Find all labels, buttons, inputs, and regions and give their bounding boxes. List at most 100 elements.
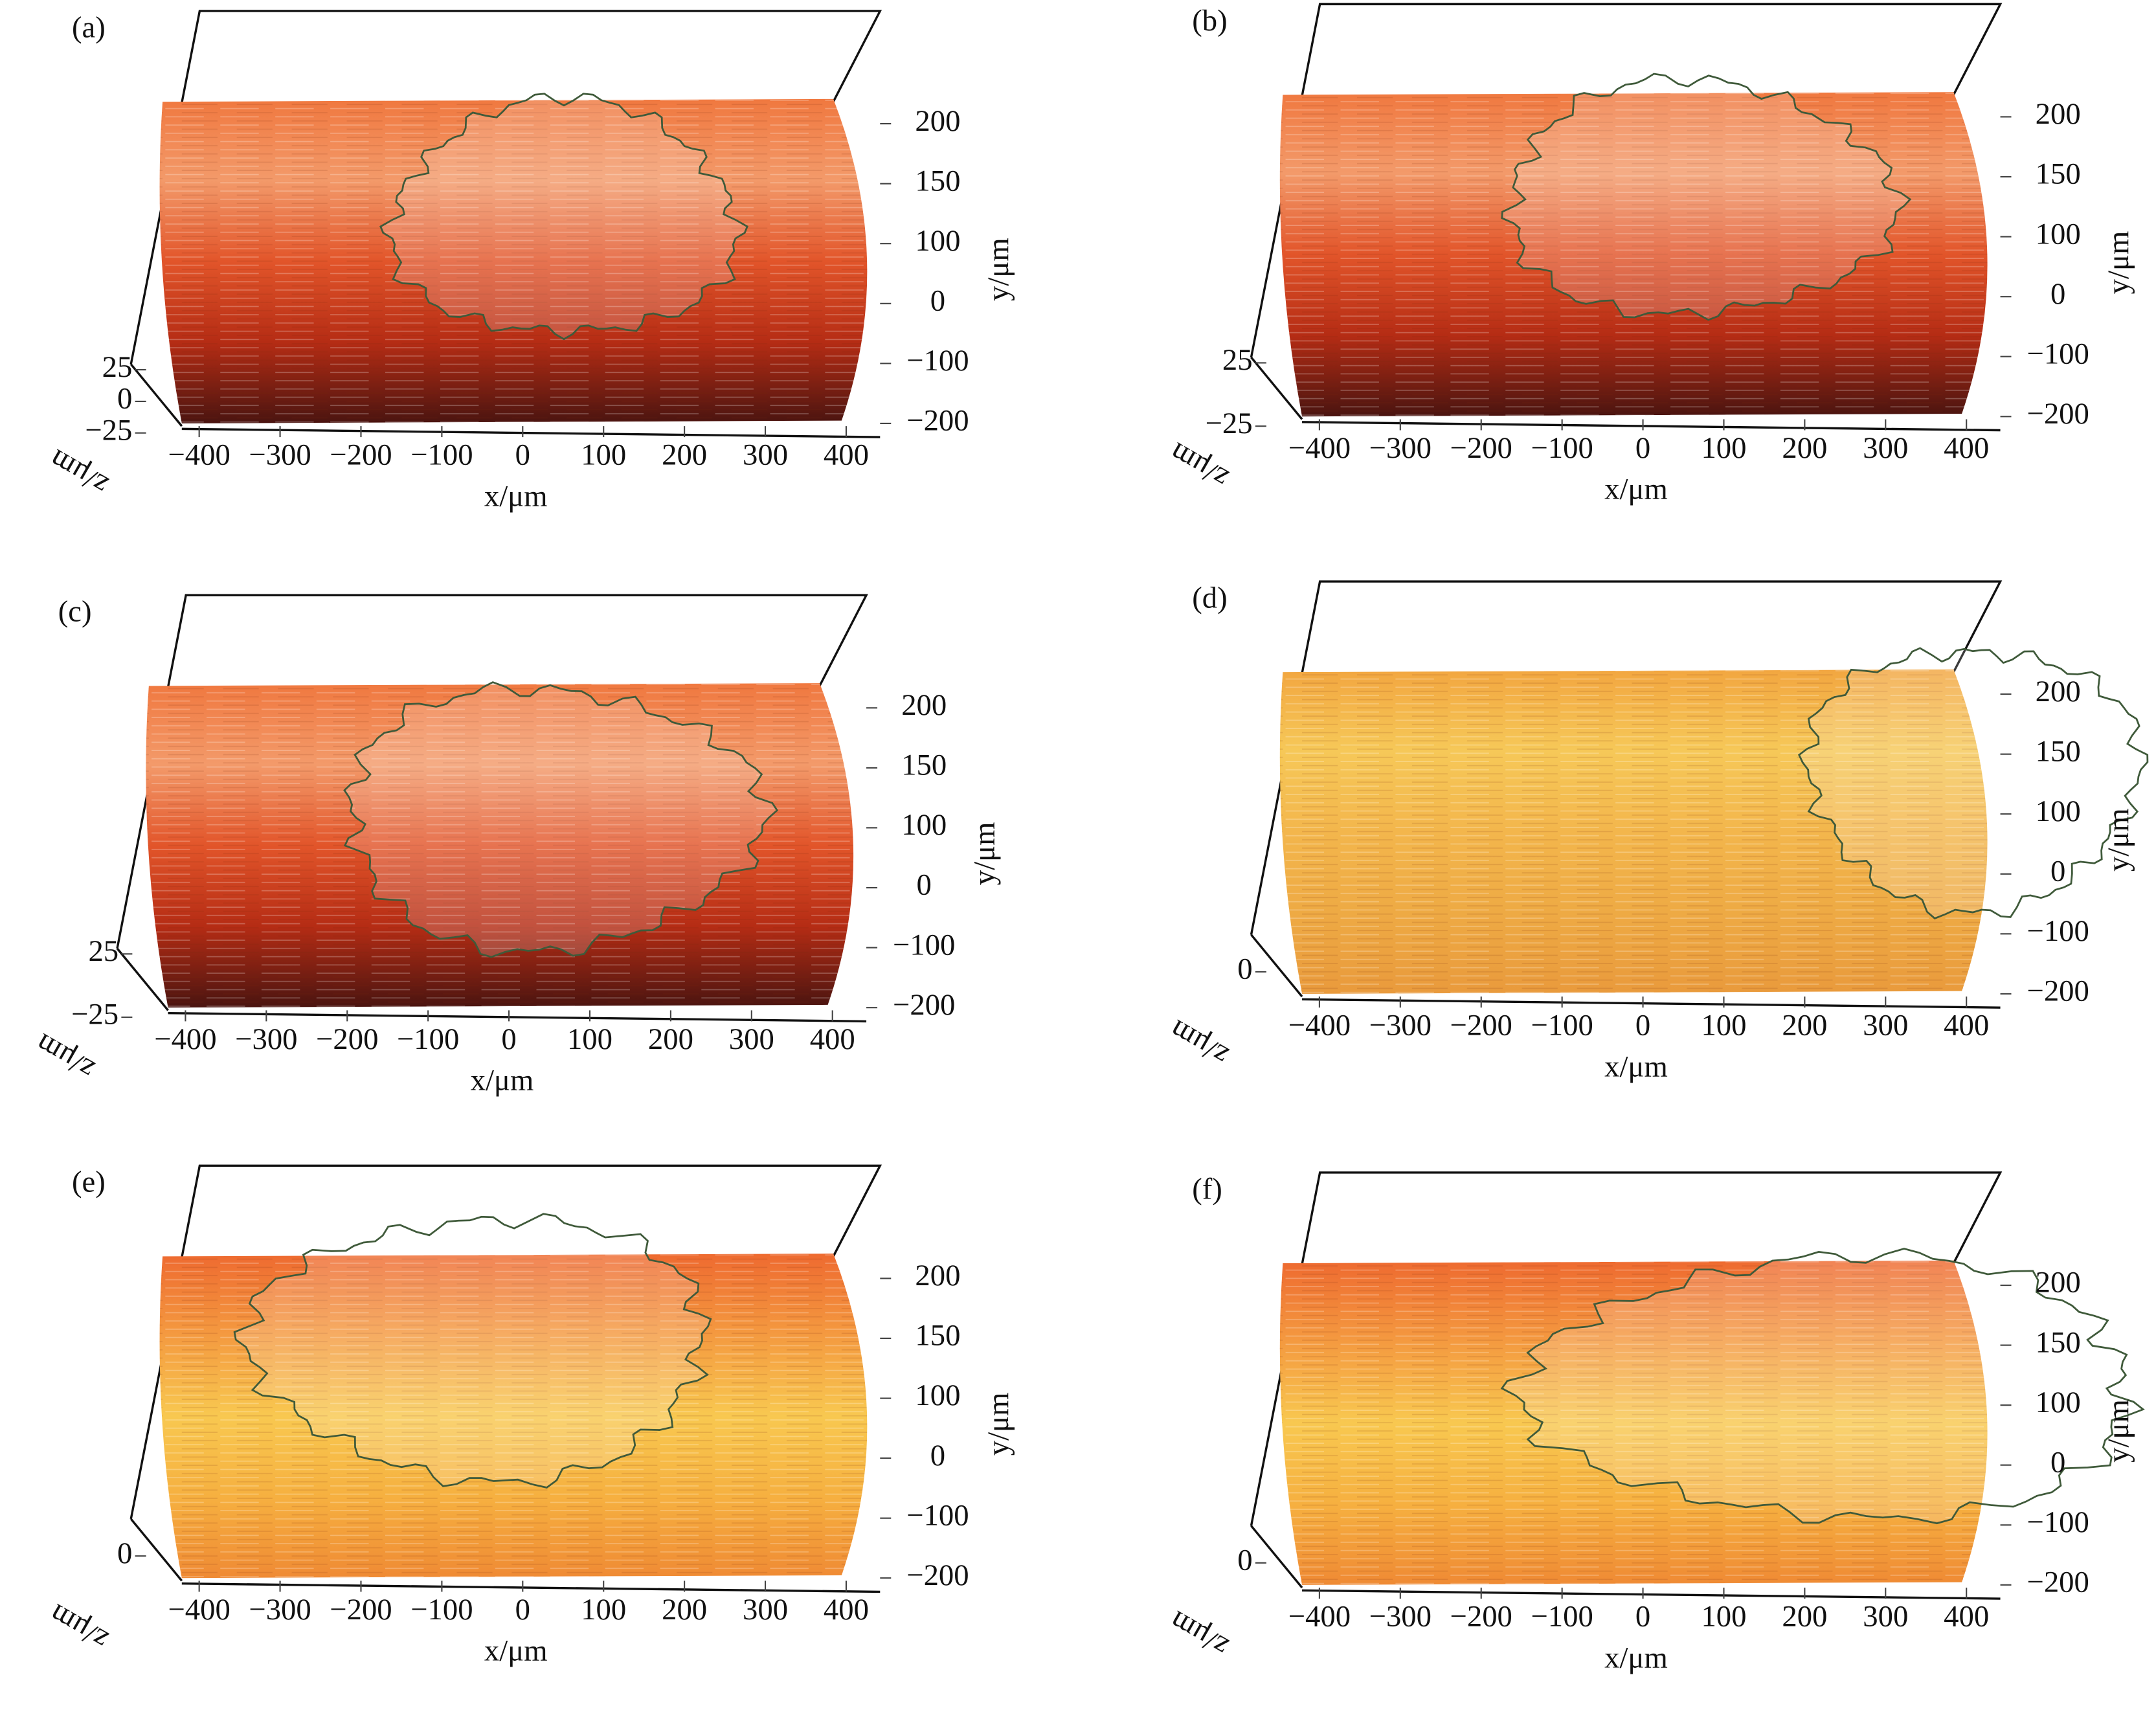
x-tick-label: −300: [235, 1022, 297, 1056]
panel-label: (b): [1192, 4, 1227, 38]
z-tick-label: −25: [85, 413, 132, 447]
panel: −400 −300 −200 −100 0 100 200 300 4002001501000−…: [1164, 580, 2149, 1083]
surface-texture: [1279, 1260, 1988, 1585]
x-tick-label: 300: [1863, 1009, 1908, 1042]
x-tick-label: −100: [1531, 1009, 1593, 1042]
z-axis-title: z/μm: [43, 1597, 113, 1658]
surface-texture: [146, 683, 854, 1008]
z-tick-label: −25: [1206, 407, 1253, 440]
y-axis-title: y/μm: [2102, 231, 2135, 295]
z-tick-label: 25: [102, 350, 133, 384]
x-tick-label: 200: [648, 1022, 693, 1056]
y-tick-label: −200: [906, 1558, 969, 1592]
x-tick-label: −400: [1288, 1009, 1351, 1042]
y-tick-label: 0: [930, 284, 945, 317]
y-tick-label: −100: [2027, 914, 2089, 948]
z-tick-label: 0: [1237, 1544, 1252, 1577]
surface-texture: [159, 98, 868, 423]
x-tick-label: −200: [316, 1022, 378, 1056]
x-tick-label: 0: [1635, 1600, 1650, 1634]
x-axis-title: x/μm: [1604, 473, 1668, 506]
z-axis-title: z/μm: [1164, 1013, 1234, 1074]
x-tick-label: −400: [168, 438, 230, 472]
wear-scar-outline: [1798, 647, 2149, 919]
x-axis-line: [1302, 421, 2001, 432]
x-axis-title: x/μm: [484, 1634, 548, 1668]
x-tick-label: 400: [1944, 1009, 1989, 1042]
x-tick-label: 0: [501, 1022, 516, 1056]
y-tick-label: 0: [2050, 277, 2065, 311]
x-tick-label: 0: [515, 438, 530, 472]
z-axis-title: z/μm: [43, 442, 113, 502]
y-tick-label: 100: [2036, 794, 2081, 828]
x-tick-label: −200: [1450, 1009, 1512, 1042]
x-tick-label: 0: [1635, 431, 1650, 465]
y-tick-label: −200: [2027, 1566, 2089, 1599]
panel: −400 −300 −200 −100 0 100 200 300 4002001501000−…: [43, 10, 1015, 513]
x-tick-label: 0: [1635, 1009, 1650, 1042]
x-axis-line: [1302, 1589, 2001, 1600]
x-tick-label: 0: [515, 1593, 530, 1626]
y-tick-label: 100: [901, 808, 947, 842]
box-edge: [116, 947, 169, 1011]
x-tick-label: −300: [1369, 431, 1432, 465]
z-tick-label: 25: [88, 934, 118, 968]
y-tick-label: 150: [2036, 1325, 2081, 1359]
x-tick-label: −100: [397, 1022, 459, 1056]
x-tick-label: −400: [154, 1022, 216, 1056]
x-tick-label: 400: [824, 1593, 869, 1626]
x-tick-label: 100: [1701, 1009, 1746, 1042]
z-tick-label: 0: [117, 382, 132, 416]
wear-scar-outline: [343, 681, 779, 958]
x-axis-line: [1302, 998, 2001, 1009]
z-tick-label: 0: [1237, 952, 1252, 986]
wear-scar-outline: [1501, 73, 1912, 321]
z-tick-label: −25: [71, 998, 118, 1031]
x-tick-label: 300: [729, 1022, 774, 1056]
y-tick-label: −200: [2027, 974, 2089, 1008]
y-tick-label: 200: [2036, 1266, 2081, 1299]
x-tick-label: −100: [410, 438, 473, 472]
x-tick-label: 300: [1863, 1600, 1908, 1634]
box-edge: [1250, 934, 1303, 998]
y-axis-title: y/μm: [2102, 1399, 2135, 1463]
surface-texture: [159, 1254, 868, 1579]
x-axis-line: [181, 1582, 881, 1593]
z-tick-label: 0: [117, 1536, 132, 1570]
x-axis-line: [168, 1011, 867, 1023]
y-tick-label: 150: [915, 164, 960, 197]
x-tick-label: −100: [1531, 431, 1593, 465]
x-axis-title: x/μm: [484, 479, 548, 513]
x-tick-label: −200: [1450, 1600, 1512, 1634]
y-tick-label: 100: [2036, 217, 2081, 251]
y-tick-label: 100: [2036, 1386, 2081, 1419]
panel: −400 −300 −200 −100 0 100 200 300 4002001501000−…: [43, 1164, 1015, 1668]
y-tick-label: −100: [906, 344, 969, 377]
panel: −400 −300 −200 −100 0 100 200 300 4002001501000−…: [1164, 1171, 2145, 1674]
x-tick-label: 100: [581, 1593, 626, 1626]
x-tick-label: 400: [810, 1022, 855, 1056]
y-tick-label: 200: [2036, 675, 2081, 708]
wear-scar-outline: [379, 93, 748, 341]
x-tick-label: −300: [249, 438, 311, 472]
x-tick-label: −400: [1288, 431, 1351, 465]
y-tick-label: −100: [2027, 1505, 2089, 1539]
x-tick-label: 100: [1701, 1600, 1746, 1634]
x-tick-label: −300: [1369, 1600, 1432, 1634]
panel-label: (e): [72, 1165, 106, 1199]
y-tick-label: 150: [2036, 157, 2081, 191]
x-tick-label: 400: [1944, 1600, 1989, 1634]
x-tick-label: 200: [662, 438, 707, 472]
y-tick-label: −100: [906, 1498, 969, 1532]
x-tick-label: −300: [1369, 1009, 1432, 1042]
z-axis-title: z/μm: [1164, 436, 1234, 496]
y-tick-label: −100: [893, 928, 955, 962]
y-tick-label: −200: [906, 404, 969, 438]
z-axis-title: z/μm: [1164, 1604, 1234, 1664]
y-tick-label: 150: [915, 1319, 960, 1353]
x-tick-label: 300: [743, 1593, 788, 1626]
x-tick-label: 200: [1782, 1009, 1827, 1042]
box-edge: [129, 363, 183, 427]
